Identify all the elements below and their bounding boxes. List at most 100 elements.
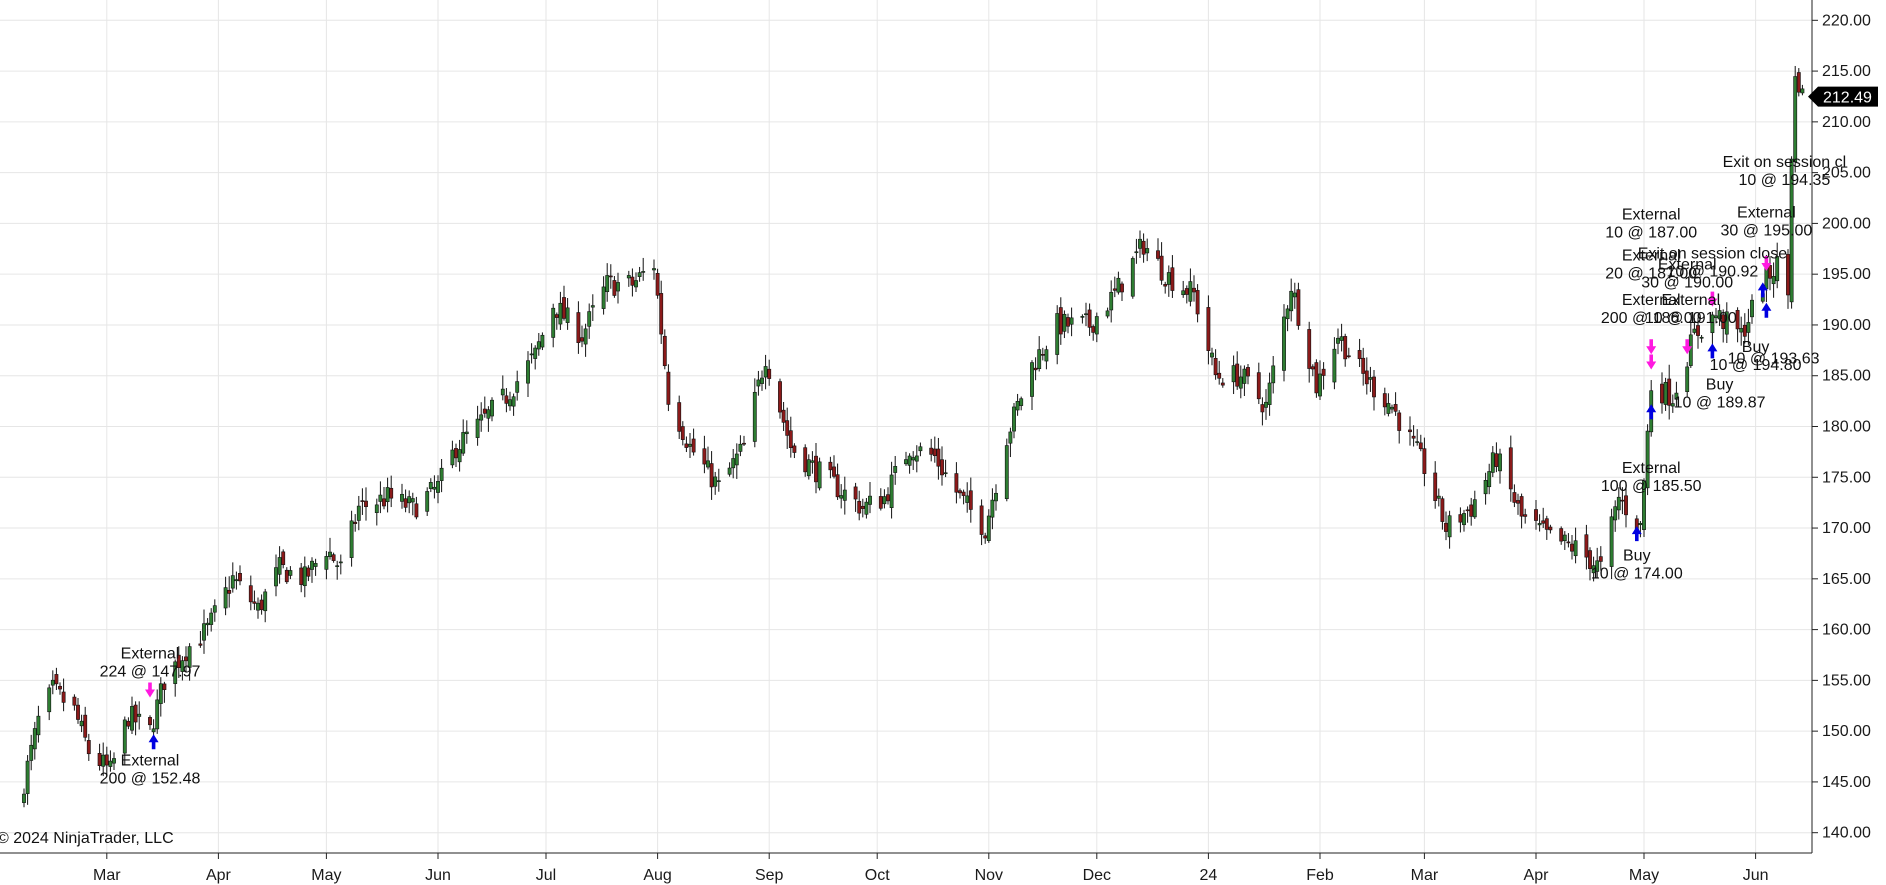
annotation-text: External bbox=[1622, 247, 1681, 264]
candle-down bbox=[954, 473, 959, 493]
candle-down bbox=[1195, 290, 1200, 315]
x-tick-label: Jun bbox=[1743, 867, 1769, 884]
candle-down bbox=[1120, 283, 1124, 293]
candle-up bbox=[1339, 336, 1344, 341]
annotation-text: External bbox=[1622, 460, 1681, 477]
candle-up bbox=[1490, 452, 1495, 473]
candle-down bbox=[1584, 534, 1589, 558]
x-tick-label: Apr bbox=[1524, 867, 1550, 884]
candle-down bbox=[803, 447, 808, 473]
candle-down bbox=[83, 714, 88, 738]
candle-down bbox=[1361, 357, 1366, 374]
candle-up bbox=[842, 489, 847, 501]
candle-down bbox=[1566, 541, 1571, 544]
candle-up bbox=[637, 272, 642, 277]
candle-down bbox=[1508, 447, 1513, 490]
annotation-text: 10 @ 187.00 bbox=[1605, 225, 1697, 242]
y-tick-label: 190.00 bbox=[1822, 317, 1871, 334]
candle-up bbox=[36, 715, 41, 736]
y-tick-label: 185.00 bbox=[1822, 368, 1871, 385]
candle-up bbox=[461, 432, 466, 454]
annotation-text: Exit on session cl bbox=[1723, 154, 1847, 171]
candle-down bbox=[677, 402, 682, 432]
candle-down bbox=[655, 273, 660, 296]
candle-up bbox=[122, 719, 127, 754]
last-price-label: 212.49 bbox=[1823, 90, 1872, 107]
candle-up bbox=[626, 275, 631, 279]
candle-up bbox=[1771, 276, 1776, 285]
candle-up bbox=[688, 443, 692, 447]
candle-down bbox=[1418, 442, 1423, 450]
candle-down bbox=[1444, 522, 1448, 532]
candle-up bbox=[356, 505, 361, 521]
candle-up bbox=[1616, 496, 1621, 511]
candle-up bbox=[158, 683, 163, 704]
candle-up bbox=[551, 307, 556, 338]
candle-down bbox=[1091, 326, 1096, 333]
candle-down bbox=[1040, 354, 1045, 356]
annotation-text: 20 @ 187.00 bbox=[1605, 265, 1697, 282]
candle-down bbox=[482, 408, 487, 414]
candle-down bbox=[1184, 288, 1189, 295]
candle-up bbox=[734, 453, 739, 466]
candle-up bbox=[137, 713, 142, 717]
candle-down bbox=[857, 500, 862, 514]
candle-down bbox=[554, 314, 559, 318]
candle-down bbox=[580, 337, 584, 342]
x-tick-label: Sep bbox=[755, 867, 784, 884]
candle-up bbox=[918, 446, 923, 452]
candle-up bbox=[558, 302, 563, 325]
candle-up bbox=[1105, 310, 1110, 317]
candle-down bbox=[785, 420, 790, 436]
candle-down bbox=[184, 656, 188, 662]
candle-up bbox=[385, 487, 390, 503]
candle-up bbox=[457, 449, 462, 463]
candle-up bbox=[533, 347, 538, 359]
candle-up bbox=[943, 472, 948, 475]
candle-down bbox=[1786, 254, 1790, 296]
x-tick-label: Feb bbox=[1306, 867, 1334, 884]
y-tick-label: 180.00 bbox=[1822, 419, 1871, 436]
candle-up bbox=[511, 396, 516, 407]
candle-up bbox=[810, 460, 815, 463]
candle-down bbox=[702, 448, 707, 465]
candle-down bbox=[389, 487, 394, 499]
candle-up bbox=[1368, 377, 1373, 380]
candle-up bbox=[1012, 406, 1016, 432]
candle-up bbox=[893, 466, 898, 473]
annotation-text: 10 @ 194.80 bbox=[1710, 357, 1802, 374]
candle-up bbox=[173, 661, 178, 684]
candle-up bbox=[994, 492, 998, 502]
buy-arrow-icon bbox=[1757, 282, 1768, 298]
candle-up bbox=[1386, 403, 1391, 414]
candle-up bbox=[1663, 381, 1668, 405]
candle-down bbox=[1220, 382, 1225, 386]
annotation-text: 200 @ 152.48 bbox=[100, 770, 201, 787]
candle-down bbox=[828, 461, 833, 471]
candle-up bbox=[450, 449, 455, 466]
candle-up bbox=[1724, 311, 1729, 335]
candle-up bbox=[1717, 310, 1722, 320]
candle-up bbox=[400, 493, 404, 502]
candle-up bbox=[374, 504, 379, 513]
candle-up bbox=[101, 754, 106, 767]
candle-up bbox=[151, 728, 156, 733]
candle-down bbox=[1066, 317, 1070, 327]
annotation-text: 224 @ 147.97 bbox=[100, 663, 201, 680]
candle-up bbox=[1793, 76, 1798, 163]
candle-up bbox=[328, 551, 332, 557]
candle-up bbox=[1739, 328, 1744, 333]
annotation-text: External bbox=[121, 752, 180, 769]
candle-down bbox=[612, 280, 617, 296]
candle-down bbox=[360, 500, 365, 502]
candle-up bbox=[1285, 308, 1290, 320]
annotation-text: 10 @ 189.87 bbox=[1674, 395, 1766, 412]
candle-up bbox=[1044, 349, 1049, 362]
candle-down bbox=[835, 474, 840, 498]
candle-up bbox=[1037, 349, 1042, 370]
candle-up bbox=[223, 587, 228, 609]
candle-up bbox=[806, 459, 811, 477]
annotation-text: External bbox=[1661, 292, 1720, 309]
candle-down bbox=[454, 448, 458, 459]
